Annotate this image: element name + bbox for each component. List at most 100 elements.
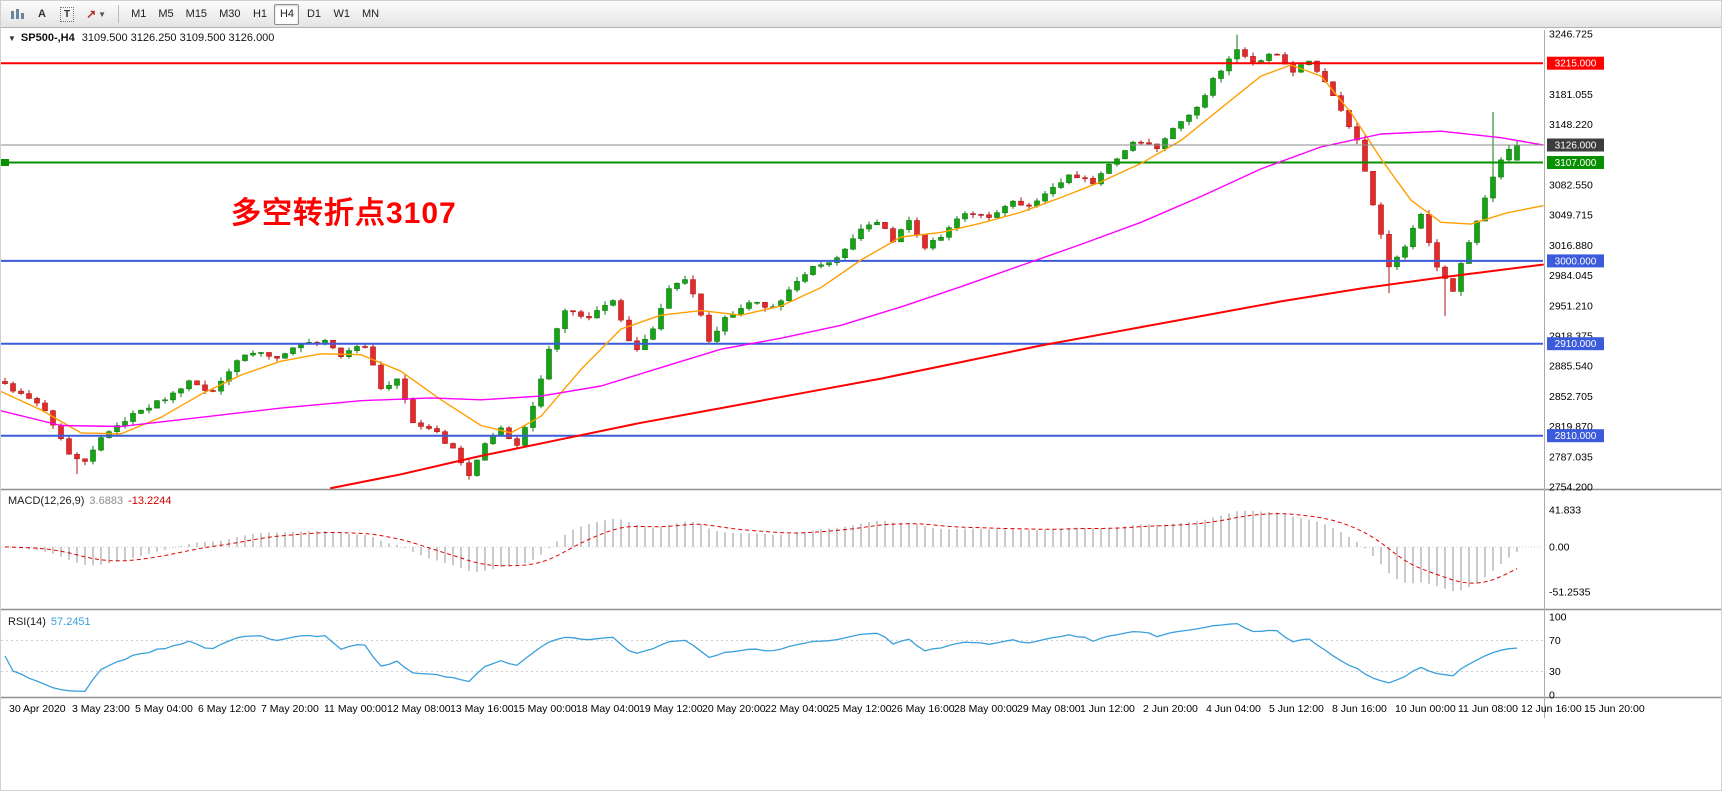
time-label: 30 Apr 2020	[9, 703, 66, 715]
chart-window[interactable]: 3246.725 3181.055 3148.220 3082.550 3049.715…	[1, 28, 1722, 791]
timeframe-button-m30[interactable]: M30	[214, 4, 245, 25]
time-label: 22 May 04:00	[765, 703, 829, 715]
level-3000.000-label: 3000.000	[1555, 256, 1597, 267]
macd-signal-value: -13.2244	[128, 495, 172, 507]
chart-quote-line: ▼ SP500-,H4 3109.500 3126.250 3109.500 312…	[8, 32, 274, 44]
rsi-name: RSI(14)	[8, 616, 46, 628]
time-label: 19 May 12:00	[639, 703, 703, 715]
charts-panel-button[interactable]	[5, 4, 29, 25]
level-2810.000-label: 2810.000	[1555, 431, 1597, 442]
time-label: 25 May 12:00	[828, 703, 892, 715]
rsi-value: 57.2451	[50, 616, 91, 628]
rsi-axis-tick: 100	[1549, 612, 1567, 624]
time-label: 2 Jun 20:00	[1143, 703, 1198, 715]
timeframe-button-h1[interactable]: H1	[247, 4, 272, 25]
level-3000.000-box	[1547, 254, 1604, 268]
time-label: 18 May 04:00	[576, 703, 640, 715]
rsi-line	[4, 622, 1518, 692]
text-tool-button[interactable]: A	[31, 4, 53, 25]
toolbar-separator	[118, 5, 120, 23]
price-tick: 3016.880	[1549, 240, 1593, 252]
level-2910.000-box	[1547, 337, 1604, 351]
level-2910.000-label: 2910.000	[1555, 339, 1597, 350]
symbol-collapse-icon[interactable]: ▼	[8, 34, 16, 43]
time-label: 11 May 00:00	[324, 703, 387, 715]
price-tick: 2787.035	[1549, 451, 1593, 463]
time-label: 1 Jun 12:00	[1080, 703, 1135, 715]
price-tick: 2984.045	[1549, 270, 1593, 282]
arrows-tool-button[interactable]: ↗ ▼	[81, 4, 111, 25]
time-label: 5 Jun 12:00	[1269, 703, 1324, 715]
time-label: 7 May 20:00	[261, 703, 319, 715]
price-tick: 3049.715	[1549, 210, 1593, 222]
rsi-axis-tick: 70	[1549, 635, 1561, 647]
time-label: 20 May 20:00	[702, 703, 766, 715]
timeframe-button-m1[interactable]: M1	[126, 4, 151, 25]
candlestick-series[interactable]	[2, 34, 1520, 480]
moving-averages	[1, 64, 1544, 490]
chart-bars-icon	[11, 9, 24, 19]
annotation-text-object[interactable]: 多空转折点3107	[231, 197, 457, 230]
price-tick: 3148.220	[1549, 119, 1593, 131]
price-tick: 2951.210	[1549, 300, 1593, 312]
price-tick: 2885.540	[1549, 361, 1593, 373]
time-label: 28 May 00:00	[954, 703, 1018, 715]
price-tick: 3082.550	[1549, 180, 1593, 192]
level-3107.000-box	[1547, 156, 1604, 169]
rsi-panel[interactable]: 100 70 30 0	[1, 612, 1567, 702]
timeframe-button-h4[interactable]: H4	[274, 3, 300, 25]
level-2810.000-box	[1547, 429, 1604, 443]
timeframe-button-d1[interactable]: D1	[301, 4, 326, 25]
ma-mid-magenta	[1, 130, 1544, 428]
timeframe-button-mn[interactable]: MN	[357, 4, 384, 25]
symbol-period-label: SP500-,H4	[20, 32, 75, 44]
time-label: 12 Jun 16:00	[1521, 703, 1582, 715]
macd-main-value: 3.6883	[89, 495, 124, 507]
timeframe-group: M1 M5 M15 M30 H1 H4 D1 W1 MN	[125, 3, 385, 25]
price-tick: 2754.200	[1549, 482, 1593, 494]
text-tool-label: A	[38, 8, 46, 20]
rsi-indicator-label: RSI(14) 57.2451	[8, 616, 91, 628]
textbox-tool-button[interactable]: T	[55, 4, 79, 25]
time-label: 15 May 00:00	[513, 703, 577, 715]
arrow-marker-icon: ↗	[86, 7, 97, 21]
time-label: 13 May 16:00	[450, 703, 514, 715]
ma-fast-orange	[1, 64, 1544, 435]
timeframe-button-m15[interactable]: M15	[181, 4, 212, 25]
macd-axis-tick: 0.00	[1549, 542, 1570, 554]
macd-indicator-label: MACD(12,26,9) 3.6883 -13.2244	[8, 495, 172, 507]
panel-frame	[1, 30, 1721, 718]
macd-name: MACD(12,26,9)	[8, 495, 85, 507]
time-label: 26 May 16:00	[891, 703, 955, 715]
price-tick: 3181.055	[1549, 89, 1593, 101]
time-axis[interactable]: 30 Apr 2020 3 May 23:00 5 May 04:00 6 May 1…	[9, 703, 1645, 715]
price-chart-canvas[interactable]: 3246.725 3181.055 3148.220 3082.550 3049.715…	[1, 28, 1722, 791]
price-axis[interactable]: 3246.725 3181.055 3148.220 3082.550 3049.715…	[1547, 29, 1604, 494]
macd-axis-tick: -51.2535	[1549, 587, 1591, 599]
horizontal-level-lines	[1, 62, 1543, 437]
time-label: 3 May 23:00	[72, 703, 130, 715]
last-price-box	[1547, 138, 1604, 152]
time-label: 8 Jun 16:00	[1332, 703, 1387, 715]
level-3215.000-box	[1547, 56, 1604, 70]
time-label: 5 May 04:00	[135, 703, 193, 715]
time-label: 12 May 08:00	[387, 703, 451, 715]
timeframe-button-m5[interactable]: M5	[153, 4, 178, 25]
time-label: 6 May 12:00	[198, 703, 256, 715]
price-tick: 3246.725	[1549, 29, 1593, 41]
level-3215.000-label: 3215.000	[1555, 59, 1597, 70]
quote-ohlc-values: 3109.500 3126.250 3109.500 3126.000	[81, 32, 275, 44]
time-label: 11 Jun 08:00	[1458, 703, 1518, 715]
macd-panel[interactable]: 41.833 0.00 -51.2535	[1, 505, 1591, 599]
macd-signal-line	[4, 513, 1518, 584]
textbox-tool-label: T	[60, 6, 75, 22]
rsi-axis-tick: 30	[1549, 666, 1561, 678]
rsi-axis-tick: 0	[1549, 690, 1555, 702]
time-label: 29 May 08:00	[1017, 703, 1081, 715]
last-price-label: 3126.000	[1555, 141, 1597, 152]
hline-anchor[interactable]	[1, 159, 9, 166]
price-tick: 2852.705	[1549, 391, 1593, 403]
timeframe-button-w1[interactable]: W1	[328, 4, 355, 25]
macd-axis-tick: 41.833	[1549, 505, 1581, 517]
